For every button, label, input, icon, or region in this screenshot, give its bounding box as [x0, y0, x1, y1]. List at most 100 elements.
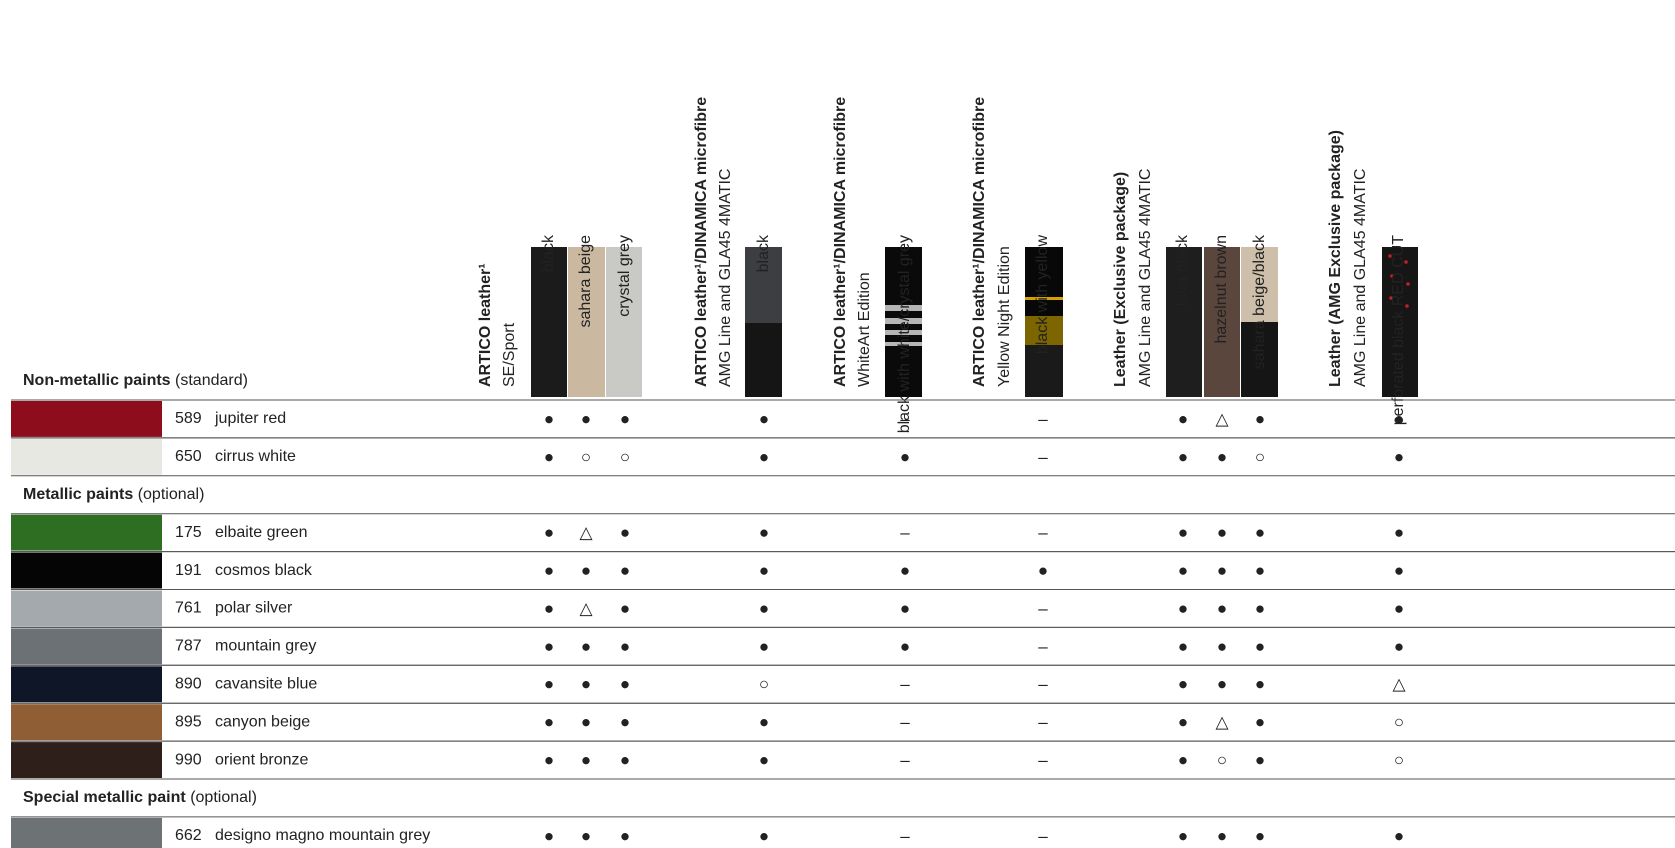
- availability-mark: ●: [1255, 409, 1265, 428]
- availability-mark: △: [579, 599, 593, 618]
- availability-mark: –: [1038, 637, 1048, 656]
- availability-mark: ●: [620, 713, 630, 732]
- perforation: [1406, 282, 1410, 286]
- availability-mark: ●: [1178, 447, 1188, 466]
- paint-code: 787: [175, 638, 202, 655]
- perforation: [1405, 304, 1409, 308]
- availability-mark: –: [900, 523, 910, 542]
- paint-code: 990: [175, 751, 202, 768]
- availability-mark: ●: [581, 561, 591, 580]
- availability-mark: ●: [1217, 637, 1227, 656]
- section-title: Non-metallic paints (standard): [23, 372, 248, 389]
- availability-mark: ●: [620, 751, 630, 770]
- group-title: Leather (Exclusive package): [1112, 172, 1129, 387]
- availability-mark: △: [1215, 713, 1229, 732]
- availability-mark: ●: [544, 561, 554, 580]
- availability-mark: ●: [900, 599, 910, 618]
- availability-mark: ●: [759, 599, 769, 618]
- paint-name: jupiter red: [214, 410, 286, 427]
- paint-name: elbaite green: [215, 524, 308, 541]
- availability-mark: △: [1215, 409, 1229, 428]
- availability-mark: ●: [544, 447, 554, 466]
- availability-mark: –: [1038, 713, 1048, 732]
- upholstery-color: perforated black RED CUT: [1390, 235, 1407, 426]
- group-subtitle: WhiteArt Edition: [856, 272, 873, 387]
- availability-mark: –: [1038, 675, 1048, 694]
- availability-mark: ●: [1255, 675, 1265, 694]
- availability-mark: ○: [1255, 447, 1265, 466]
- availability-mark: △: [1392, 675, 1406, 694]
- availability-mark: ●: [544, 751, 554, 770]
- availability-mark: –: [1038, 826, 1048, 845]
- swatch: [1204, 247, 1240, 397]
- availability-mark: ●: [759, 561, 769, 580]
- availability-mark: ●: [1178, 826, 1188, 845]
- availability-mark: ●: [1038, 561, 1048, 580]
- availability-mark: ●: [1255, 599, 1265, 618]
- availability-mark: ●: [1178, 675, 1188, 694]
- group-title: ARTICO leather¹/DINAMICA microfibre: [971, 97, 988, 387]
- availability-mark: ○: [1217, 751, 1227, 770]
- availability-mark: ●: [900, 447, 910, 466]
- perforation: [1389, 296, 1393, 300]
- availability-mark: ●: [620, 675, 630, 694]
- upholstery-color: hazelnut brown: [1213, 235, 1230, 344]
- availability-mark: ●: [1255, 561, 1265, 580]
- availability-mark: ●: [1217, 447, 1227, 466]
- availability-mark: ●: [1178, 751, 1188, 770]
- availability-mark: ●: [759, 751, 769, 770]
- swatch-stripe: [1025, 316, 1063, 345]
- availability-mark: ●: [544, 409, 554, 428]
- paint-swatch: [11, 742, 162, 778]
- availability-mark: ●: [1394, 561, 1404, 580]
- availability-mark: ●: [1178, 523, 1188, 542]
- paint-swatch: [11, 817, 162, 848]
- availability-mark: ●: [620, 826, 630, 845]
- paint-name: cavansite blue: [215, 675, 317, 692]
- availability-mark: ●: [1394, 826, 1404, 845]
- availability-mark: ●: [544, 826, 554, 845]
- group-subtitle: AMG Line and GLA45 4MATIC: [1137, 169, 1154, 387]
- availability-mark: ●: [1394, 599, 1404, 618]
- swatch: [568, 247, 605, 397]
- swatch: [1025, 345, 1063, 397]
- swatch: [1241, 247, 1278, 322]
- paint-swatch: [11, 552, 162, 589]
- availability-mark: ●: [759, 447, 769, 466]
- group-subtitle: AMG Line and GLA45 4MATIC: [1352, 169, 1369, 387]
- paint-swatch: [11, 438, 162, 475]
- availability-mark: ●: [1217, 523, 1227, 542]
- availability-mark: –: [900, 826, 910, 845]
- availability-mark: ●: [900, 561, 910, 580]
- group-title: ARTICO leather¹/DINAMICA microfibre: [693, 97, 710, 387]
- availability-mark: ●: [581, 409, 591, 428]
- availability-mark: ●: [1217, 561, 1227, 580]
- paint-name: designo magno mountain grey: [215, 827, 430, 844]
- upholstery-color: lava black: [1174, 234, 1191, 306]
- availability-mark: ●: [1255, 713, 1265, 732]
- paint-name: cirrus white: [215, 448, 296, 465]
- paint-code: 589: [175, 410, 202, 427]
- availability-mark: ●: [1255, 826, 1265, 845]
- availability-mark: –: [1038, 447, 1048, 466]
- availability-mark: ●: [1178, 599, 1188, 618]
- upholstery-swatches: [531, 247, 1418, 397]
- paint-swatch: [11, 666, 162, 703]
- paint-name: mountain grey: [215, 638, 316, 655]
- availability-mark: ●: [544, 637, 554, 656]
- availability-mark: –: [900, 675, 910, 694]
- group-subtitle: Yellow Night Edition: [996, 246, 1013, 387]
- section-note: (optional): [190, 789, 257, 806]
- swatch-stripe: [885, 318, 922, 324]
- availability-mark: ●: [581, 713, 591, 732]
- swatch-stripe: [885, 330, 922, 335]
- availability-mark: ●: [1217, 826, 1227, 845]
- availability-mark: ●: [1178, 409, 1188, 428]
- availability-mark: ○: [581, 447, 591, 466]
- paint-name: canyon beige: [215, 713, 310, 730]
- paint-code: 650: [175, 448, 202, 465]
- upholstery-color: crystal grey: [616, 235, 633, 317]
- section-name: Special metallic paint: [23, 789, 186, 806]
- section-note: (standard): [175, 372, 248, 389]
- availability-mark: –: [1038, 751, 1048, 770]
